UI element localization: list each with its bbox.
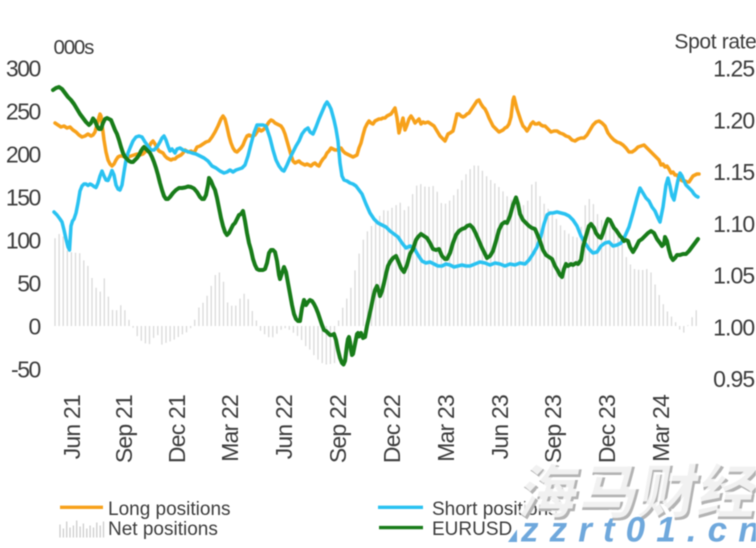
svg-text:1.25: 1.25	[713, 56, 754, 82]
svg-text:zzrt01.cn: zzrt01.cn	[518, 508, 756, 547]
svg-text:Long positions: Long positions	[108, 499, 231, 520]
svg-text:100: 100	[6, 228, 41, 254]
svg-text:-50: -50	[11, 357, 40, 383]
svg-text:Dec 22: Dec 22	[379, 395, 405, 463]
svg-text:Jun 21: Jun 21	[59, 395, 85, 459]
svg-text:Dec 21: Dec 21	[164, 395, 190, 463]
svg-text:200: 200	[6, 142, 41, 168]
svg-text:1.10: 1.10	[713, 211, 754, 237]
svg-text:Sep 23: Sep 23	[540, 395, 566, 463]
svg-text:Mar 22: Mar 22	[217, 395, 243, 462]
svg-text:zzrt01.cn: zzrt01.cn	[520, 511, 756, 548]
svg-text:1.20: 1.20	[713, 107, 754, 133]
svg-text:Jun 22: Jun 22	[271, 395, 297, 459]
svg-text:0: 0	[29, 314, 41, 340]
svg-text:Mar 24: Mar 24	[648, 394, 674, 462]
svg-text:Sep 21: Sep 21	[111, 395, 137, 463]
svg-text:Dec 23: Dec 23	[594, 395, 620, 463]
svg-text:Sep 22: Sep 22	[325, 395, 351, 463]
svg-text:Jun 23: Jun 23	[487, 395, 513, 459]
svg-text:1.05: 1.05	[713, 263, 754, 289]
svg-text:1.15: 1.15	[713, 159, 754, 185]
svg-text:150: 150	[6, 185, 41, 211]
svg-text:300: 300	[6, 56, 41, 82]
svg-text:250: 250	[6, 99, 41, 125]
svg-text:000s: 000s	[54, 36, 95, 59]
svg-text:50: 50	[17, 271, 40, 297]
svg-text:0.95: 0.95	[713, 366, 754, 392]
svg-text:Spot rate: Spot rate	[674, 30, 756, 53]
svg-text:Net positions: Net positions	[108, 519, 218, 540]
svg-text:Mar 23: Mar 23	[433, 395, 459, 462]
svg-text:1.00: 1.00	[713, 314, 754, 340]
svg-text:EURUSD: EURUSD	[432, 519, 512, 540]
